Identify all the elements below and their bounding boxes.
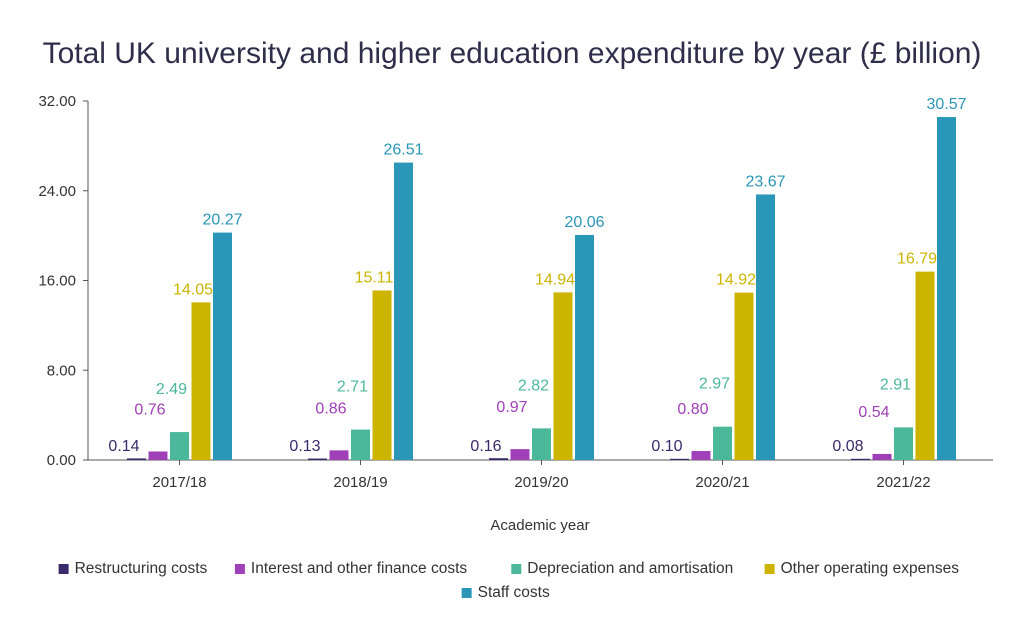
bar	[691, 451, 711, 460]
bar	[170, 432, 189, 460]
bar	[937, 117, 956, 460]
data-label: 0.10	[651, 438, 682, 455]
data-label: 20.06	[564, 214, 604, 231]
bar	[489, 458, 508, 460]
data-label: 2.91	[880, 376, 911, 393]
bar	[872, 453, 892, 460]
bars	[127, 117, 956, 460]
data-label: 0.14	[108, 438, 139, 455]
data-label: 2.82	[518, 377, 549, 394]
legend-swatch	[764, 564, 775, 574]
data-label: 14.94	[535, 271, 575, 288]
legend-label: Interest and other finance costs	[251, 560, 468, 577]
data-labels: 0.14 0.76 2.49 14.05 20.27 0.13 0.86 2.71 15.11 2…	[108, 96, 966, 455]
bar	[575, 234, 594, 460]
legend-swatch	[511, 564, 522, 574]
y-tick-label: 16.00	[38, 273, 76, 290]
data-label: 15.11	[355, 269, 394, 286]
data-label: 0.86	[315, 400, 346, 417]
legend-swatch	[58, 564, 69, 574]
axes: 0.00 8.00 16.00 24.00 32.00 2017/18 2018/19 201…	[38, 93, 993, 491]
bar	[308, 458, 327, 460]
bar	[553, 292, 573, 460]
legend-swatch	[461, 588, 472, 598]
legend-label: Depreciation and amortisation	[527, 560, 733, 577]
x-tick-label: 2020/21	[695, 474, 749, 491]
x-tick-label: 2021/22	[876, 474, 930, 491]
x-tick-label: 2017/18	[152, 474, 206, 491]
data-label: 2.97	[699, 376, 730, 393]
bar	[351, 429, 370, 460]
data-label: 0.16	[470, 438, 501, 455]
legend-swatch	[234, 564, 245, 574]
bar	[372, 290, 392, 460]
data-label: 30.57	[926, 96, 966, 113]
bar	[532, 428, 551, 460]
x-tick-label: 2019/20	[514, 474, 568, 491]
bar	[191, 302, 211, 460]
bar	[756, 194, 775, 460]
x-tick-label: 2018/19	[333, 474, 387, 491]
bar	[734, 292, 754, 460]
bar	[894, 427, 913, 460]
data-label: 0.54	[858, 404, 889, 421]
data-label: 0.08	[832, 438, 863, 455]
data-label: 0.13	[289, 438, 320, 455]
data-label: 26.51	[383, 142, 423, 159]
legend-label: Other operating expenses	[781, 560, 960, 577]
bar	[148, 451, 168, 460]
y-tick-label: 8.00	[47, 362, 76, 379]
y-tick-label: 0.00	[47, 452, 76, 469]
bar	[394, 162, 413, 460]
y-tick-label: 24.00	[38, 183, 76, 200]
data-label: 14.05	[173, 281, 213, 298]
bar	[670, 458, 689, 460]
data-label: 0.76	[134, 401, 165, 418]
data-label: 20.27	[202, 212, 242, 229]
y-tick-label: 32.00	[38, 93, 76, 110]
x-axis-title: Academic year	[490, 517, 589, 534]
bar	[510, 449, 530, 460]
legend-label: Restructuring costs	[75, 560, 208, 577]
data-label: 23.67	[745, 173, 785, 190]
data-label: 0.80	[677, 401, 708, 418]
bar	[851, 458, 870, 460]
data-label: 0.97	[496, 399, 527, 416]
bar	[915, 271, 935, 460]
bar	[713, 426, 732, 460]
legend-label: Staff costs	[478, 584, 550, 601]
bar	[329, 450, 349, 460]
chart-title: Total UK university and higher education…	[43, 37, 982, 70]
data-label: 14.92	[716, 272, 756, 289]
bar	[213, 232, 232, 460]
data-label: 2.49	[156, 381, 187, 398]
data-label: 2.71	[337, 379, 368, 396]
data-label: 16.79	[897, 251, 937, 268]
legend: Restructuring costs Interest and other fi…	[58, 560, 960, 601]
bar	[127, 458, 146, 460]
